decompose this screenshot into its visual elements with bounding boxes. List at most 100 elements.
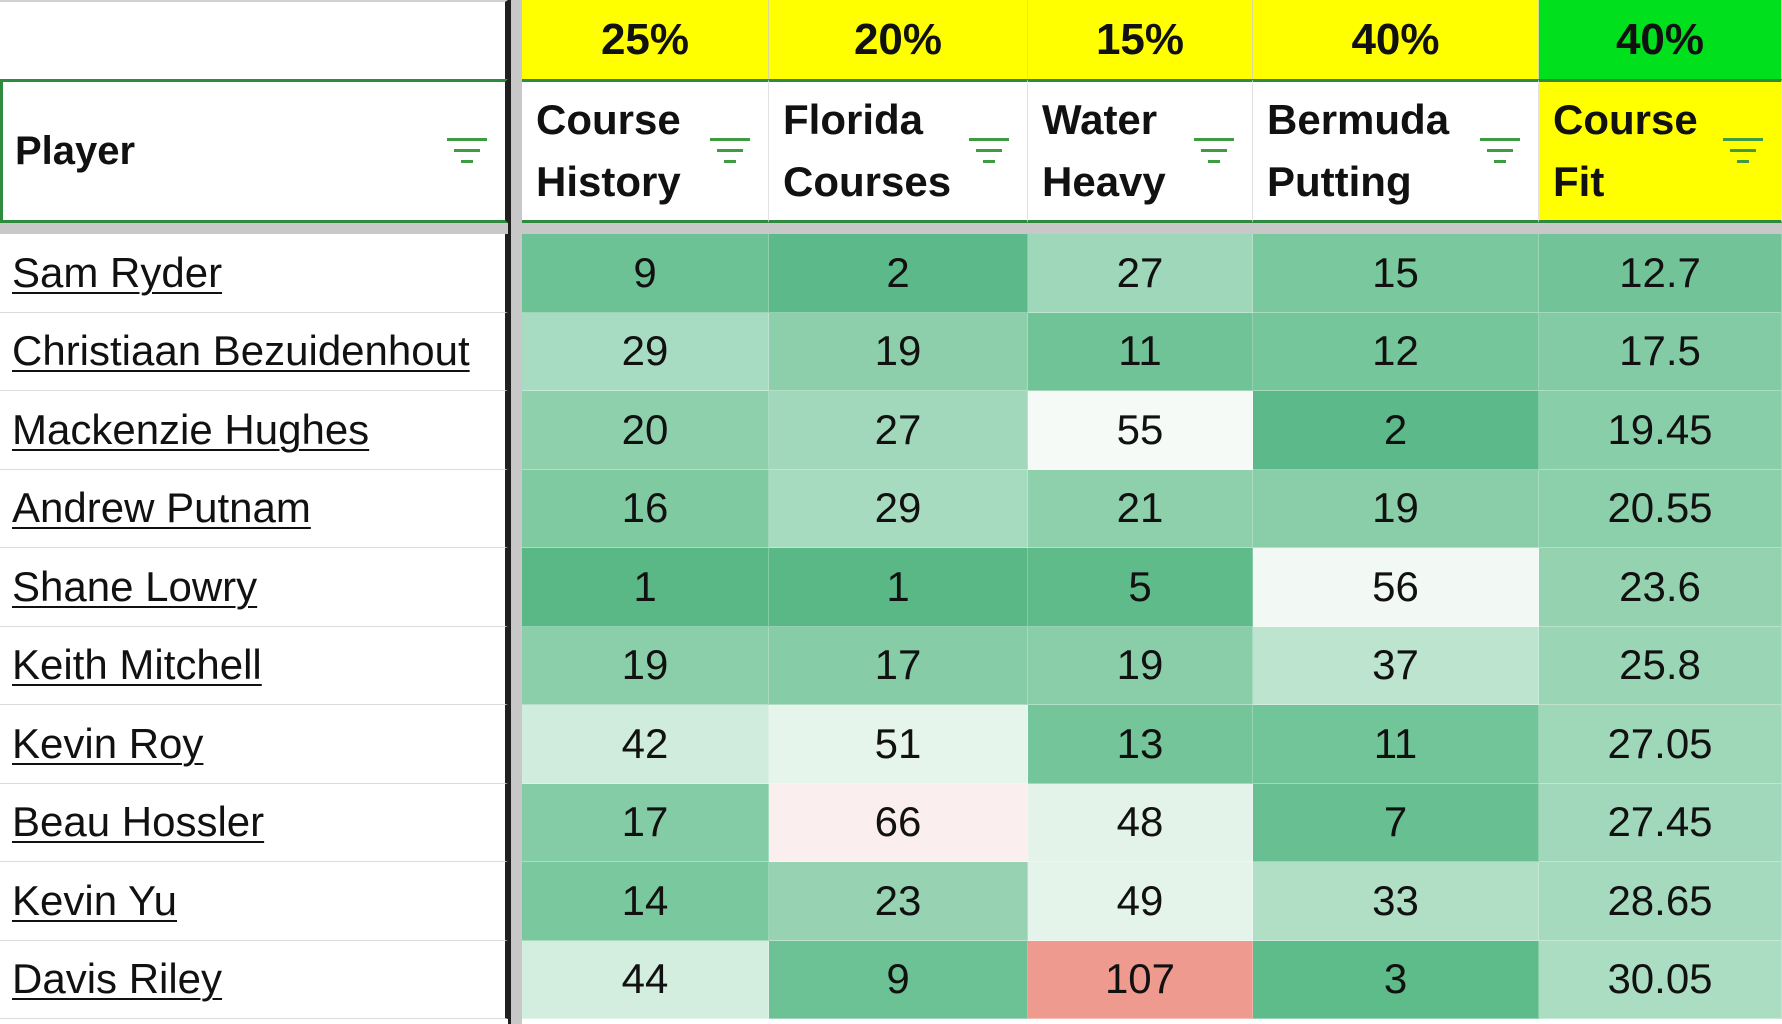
freeze-pane-divider-horizontal[interactable] [0,223,1782,234]
filter-icon[interactable] [969,138,1009,166]
cell-course-fit[interactable]: 23.6 [1539,548,1782,627]
cell-bermuda-putting[interactable]: 3 [1253,940,1539,1019]
cell-course-history[interactable]: 14 [522,862,769,941]
cell-florida-courses[interactable]: 66 [769,783,1028,862]
player-cell: Keith Mitchell [0,626,508,705]
cell-course-fit[interactable]: 27.05 [1539,705,1782,784]
cell-bermuda-putting[interactable]: 15 [1253,234,1539,313]
cell-course-history[interactable]: 17 [522,783,769,862]
cell-water-heavy[interactable]: 11 [1028,312,1253,391]
cell-course-history[interactable]: 19 [522,626,769,705]
cell-florida-courses[interactable]: 9 [769,940,1028,1019]
weight-cell-bermuda-putting[interactable]: 40% [1253,0,1539,79]
player-link[interactable]: Mackenzie Hughes [12,405,370,453]
cell-florida-courses[interactable]: 23 [769,862,1028,941]
cell-value: 42 [621,719,669,767]
cell-value: 16 [621,484,669,532]
cell-florida-courses[interactable]: 19 [769,312,1028,391]
player-link[interactable]: Sam Ryder [12,248,223,296]
header-bermuda-putting[interactable]: Bermuda Putting [1253,79,1539,223]
player-link[interactable]: Beau Hossler [12,798,265,846]
cell-water-heavy[interactable]: 48 [1028,783,1253,862]
cell-course-history[interactable]: 42 [522,705,769,784]
player-link[interactable]: Davis Riley [12,955,223,1003]
cell-course-history[interactable]: 9 [522,234,769,313]
cell-course-history[interactable]: 29 [522,312,769,391]
cell-florida-courses[interactable]: 1 [769,548,1028,627]
cell-water-heavy[interactable]: 21 [1028,469,1253,548]
header-player[interactable]: Player [0,79,508,223]
cell-bermuda-putting[interactable]: 19 [1253,469,1539,548]
cell-value: 44 [621,955,669,1003]
cell-course-fit[interactable]: 17.5 [1539,312,1782,391]
cell-value: 11 [1118,327,1162,375]
cell-value: 29 [874,484,922,532]
cell-bermuda-putting[interactable]: 2 [1253,391,1539,470]
cell-course-fit[interactable]: 28.65 [1539,862,1782,941]
cell-value: 27 [1116,248,1164,296]
cell-value: 37 [1372,641,1419,689]
weight-cell-water-heavy[interactable]: 15% [1028,0,1253,79]
cell-water-heavy[interactable]: 27 [1028,234,1253,313]
freeze-pane-divider-vertical[interactable] [508,0,522,1024]
cell-course-history[interactable]: 16 [522,469,769,548]
player-cell: Beau Hossler [0,783,508,862]
cell-course-history[interactable]: 20 [522,391,769,470]
player-link[interactable]: Keith Mitchell [12,641,262,689]
weight-cell-florida-courses[interactable]: 20% [769,0,1028,79]
player-link[interactable]: Shane Lowry [12,562,258,610]
weight-label: 40% [1351,14,1440,64]
cell-florida-courses[interactable]: 2 [769,234,1028,313]
cell-bermuda-putting[interactable]: 12 [1253,312,1539,391]
header-water-heavy[interactable]: Water Heavy [1028,79,1253,223]
cell-bermuda-putting[interactable]: 37 [1253,626,1539,705]
weight-cell-course-fit[interactable]: 40% [1539,0,1782,79]
cell-bermuda-putting[interactable]: 7 [1253,783,1539,862]
cell-water-heavy[interactable]: 49 [1028,862,1253,941]
header-florida-courses[interactable]: Florida Courses [769,79,1028,223]
cell-course-fit[interactable]: 30.05 [1539,940,1782,1019]
cell-value: 7 [1383,798,1408,846]
header-course-history[interactable]: Course History [522,79,769,223]
filter-icon[interactable] [1723,138,1763,166]
weight-row-blank-cell[interactable] [0,0,508,79]
cell-water-heavy[interactable]: 13 [1028,705,1253,784]
cell-value: 12 [1372,327,1419,375]
cell-value: 20.55 [1607,484,1713,532]
cell-course-history[interactable]: 44 [522,940,769,1019]
cell-value: 3 [1383,955,1408,1003]
player-link[interactable]: Andrew Putnam [12,484,311,532]
player-link[interactable]: Kevin Roy [12,719,204,767]
filter-icon[interactable] [1480,138,1520,166]
cell-course-history[interactable]: 1 [522,548,769,627]
cell-course-fit[interactable]: 19.45 [1539,391,1782,470]
cell-bermuda-putting[interactable]: 33 [1253,862,1539,941]
cell-florida-courses[interactable]: 29 [769,469,1028,548]
cell-bermuda-putting[interactable]: 56 [1253,548,1539,627]
cell-value: 19 [1372,484,1419,532]
cell-course-fit[interactable]: 12.7 [1539,234,1782,313]
cell-water-heavy[interactable]: 5 [1028,548,1253,627]
header-course-fit[interactable]: Course Fit [1539,79,1782,223]
player-link[interactable]: Kevin Yu [12,876,178,924]
table-row: Shane Lowry 1 1 5 56 23.6 [0,548,1782,627]
cell-bermuda-putting[interactable]: 11 [1253,705,1539,784]
cell-value: 2 [886,248,910,296]
filter-icon[interactable] [447,138,487,166]
cell-water-heavy[interactable]: 107 [1028,940,1253,1019]
header-row: Player Course History Florida Courses Wa… [0,79,1782,223]
cell-course-fit[interactable]: 20.55 [1539,469,1782,548]
cell-course-fit[interactable]: 25.8 [1539,626,1782,705]
cell-course-fit[interactable]: 27.45 [1539,783,1782,862]
filter-icon[interactable] [1194,138,1234,166]
cell-florida-courses[interactable]: 51 [769,705,1028,784]
cell-florida-courses[interactable]: 17 [769,626,1028,705]
weight-cell-course-history[interactable]: 25% [522,0,769,79]
cell-florida-courses[interactable]: 27 [769,391,1028,470]
weight-label: 20% [853,14,943,64]
filter-icon[interactable] [710,138,750,166]
cell-water-heavy[interactable]: 55 [1028,391,1253,470]
cell-water-heavy[interactable]: 19 [1028,626,1253,705]
player-link[interactable]: Christiaan Bezuidenhout [12,327,470,375]
